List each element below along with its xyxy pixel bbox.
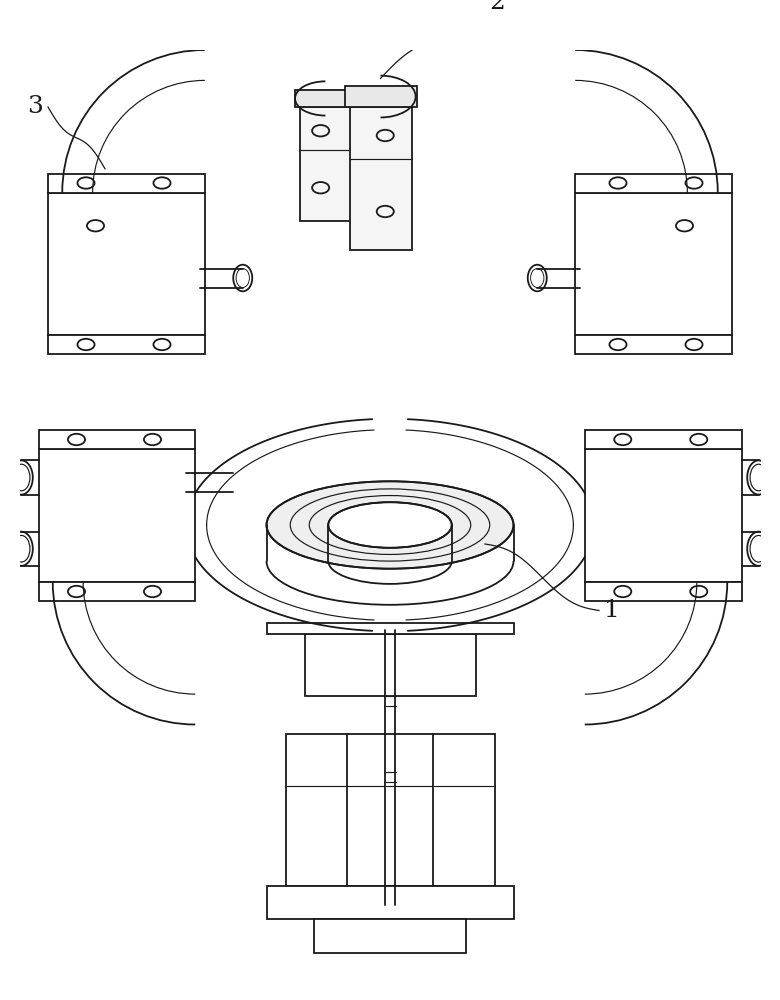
Bar: [38, 430, 195, 449]
Bar: [304, 634, 476, 696]
Bar: [314, 919, 466, 952]
Bar: [285, 734, 495, 886]
Text: 2: 2: [490, 0, 505, 14]
Bar: [585, 430, 742, 449]
Bar: [346, 86, 417, 107]
Bar: [576, 174, 732, 192]
Bar: [48, 335, 204, 354]
Bar: [350, 107, 412, 249]
Bar: [576, 335, 732, 354]
Bar: [585, 582, 742, 601]
Text: 3: 3: [27, 95, 43, 118]
Bar: [585, 449, 742, 582]
Bar: [38, 582, 195, 601]
Bar: [300, 107, 352, 221]
Ellipse shape: [328, 502, 452, 548]
Bar: [38, 449, 195, 582]
Bar: [267, 886, 513, 919]
Bar: [576, 192, 732, 335]
Bar: [48, 174, 204, 192]
Text: 1: 1: [604, 599, 619, 622]
Bar: [48, 192, 204, 335]
Ellipse shape: [267, 481, 513, 569]
Bar: [295, 90, 356, 107]
Bar: [267, 623, 513, 634]
